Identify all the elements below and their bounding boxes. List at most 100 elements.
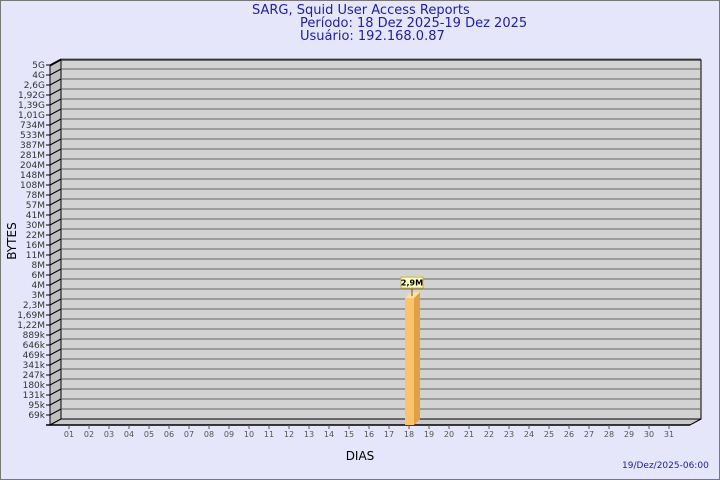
y-tick-depth <box>49 398 62 406</box>
y-tick-label: 469k <box>23 351 46 361</box>
y-tick-label: 6M <box>32 271 46 281</box>
y-tick-depth <box>49 118 62 126</box>
y-tick-label: 1,69M <box>17 311 45 321</box>
y-tick-depth <box>49 78 62 86</box>
x-tick-label: 07 <box>184 430 194 439</box>
y-tick-depth <box>49 378 62 386</box>
x-tick-label: 11 <box>264 430 274 439</box>
y-tick-depth <box>49 188 62 196</box>
y-tick-depth <box>49 208 62 216</box>
y-tick-depth <box>49 348 62 356</box>
y-tick-depth <box>49 198 62 206</box>
y-tick-label: 11M <box>26 251 45 261</box>
y-tick-label: 95k <box>28 401 45 411</box>
x-tick-label: 30 <box>644 430 654 439</box>
y-tick-label: 131k <box>23 391 46 401</box>
x-tick-label: 06 <box>164 430 174 439</box>
y-tick-label: 180k <box>23 381 46 391</box>
y-tick-label: 646k <box>23 341 46 351</box>
x-tick-label: 12 <box>284 430 294 439</box>
y-tick-label: 204M <box>20 161 45 171</box>
y-tick-label: 30M <box>26 221 45 231</box>
y-tick-depth <box>49 218 62 226</box>
x-tick-label: 26 <box>564 430 574 439</box>
y-tick-depth <box>49 368 62 376</box>
bar-side <box>414 292 420 425</box>
x-tick-label: 08 <box>204 430 214 439</box>
y-tick-depth <box>49 308 62 316</box>
y-tick-depth <box>49 88 62 96</box>
y-tick-label: 533M <box>20 131 45 141</box>
y-tick-depth <box>49 358 62 366</box>
y-tick-label: 41M <box>26 211 45 221</box>
y-tick-label: 108M <box>20 181 45 191</box>
x-tick-label: 14 <box>324 430 334 439</box>
y-tick-depth <box>49 388 62 396</box>
x-tick-label: 31 <box>664 430 674 439</box>
x-tick-label: 02 <box>84 430 94 439</box>
y-tick-label: 281M <box>20 151 45 161</box>
y-tick-depth <box>49 318 62 326</box>
x-tick-label: 13 <box>304 430 314 439</box>
y-tick-label: 5G <box>32 61 45 71</box>
y-tick-label: 1,01G <box>18 111 45 121</box>
y-tick-depth <box>49 168 62 176</box>
x-tick-label: 19 <box>424 430 434 439</box>
y-tick-label: 4G <box>32 71 45 81</box>
bar <box>405 298 414 425</box>
y-tick-depth <box>49 298 62 306</box>
y-tick-label: 2,6G <box>24 81 45 91</box>
x-tick-label: 23 <box>504 430 514 439</box>
y-tick-label: 2,3M <box>23 301 45 311</box>
y-tick-depth <box>49 58 62 66</box>
x-tick-label: 01 <box>64 430 74 439</box>
y-tick-label: 1,92G <box>18 91 45 101</box>
x-tick-label: 10 <box>244 430 254 439</box>
y-tick-label: 16M <box>26 241 45 251</box>
x-tick-label: 05 <box>144 430 154 439</box>
report-user: Usuário: 192.168.0.87 <box>300 29 445 44</box>
y-tick-depth <box>49 158 62 166</box>
y-tick-label: 1,39G <box>18 101 45 111</box>
y-tick-depth <box>49 338 62 346</box>
chart-title: SARG, Squid User Access Reports <box>252 3 470 18</box>
x-tick-label: 29 <box>624 430 634 439</box>
y-tick-label: 1,22M <box>17 321 45 331</box>
y-tick-label: 247k <box>23 371 46 381</box>
y-tick-label: 57M <box>26 201 45 211</box>
x-tick-label: 09 <box>224 430 234 439</box>
y-tick-depth <box>49 178 62 186</box>
y-tick-depth <box>49 268 62 276</box>
y-tick-depth <box>49 98 62 106</box>
y-tick-label: 387M <box>20 141 45 151</box>
floor <box>49 418 702 426</box>
y-tick-depth <box>49 408 62 416</box>
y-tick-label: 4M <box>32 281 46 291</box>
y-tick-depth <box>49 128 62 136</box>
y-tick-depth <box>49 68 62 76</box>
y-tick-depth <box>49 258 62 266</box>
y-tick-label: 148M <box>20 171 45 181</box>
y-tick-depth <box>49 138 62 146</box>
x-tick-label: 15 <box>344 430 354 439</box>
x-tick-label: 03 <box>104 430 114 439</box>
y-tick-depth <box>49 228 62 236</box>
y-tick-label: 889k <box>23 331 46 341</box>
y-tick-label: 734M <box>20 121 45 131</box>
data-label: 2,9M <box>401 279 423 288</box>
y-tick-label: 8M <box>32 261 46 271</box>
y-tick-depth <box>49 248 62 256</box>
x-axis-label: DIAS <box>346 449 375 463</box>
y-tick-label: 3M <box>32 291 46 301</box>
x-tick-label: 28 <box>604 430 614 439</box>
y-tick-depth <box>49 108 62 116</box>
y-tick-label: 341k <box>23 361 46 371</box>
x-tick-label: 18 <box>404 430 414 439</box>
y-tick-depth <box>49 288 62 296</box>
x-tick-label: 16 <box>364 430 374 439</box>
x-tick-label: 27 <box>584 430 594 439</box>
y-tick-depth <box>49 278 62 286</box>
y-tick-depth <box>49 238 62 246</box>
y-axis-label: BYTES <box>5 222 19 259</box>
